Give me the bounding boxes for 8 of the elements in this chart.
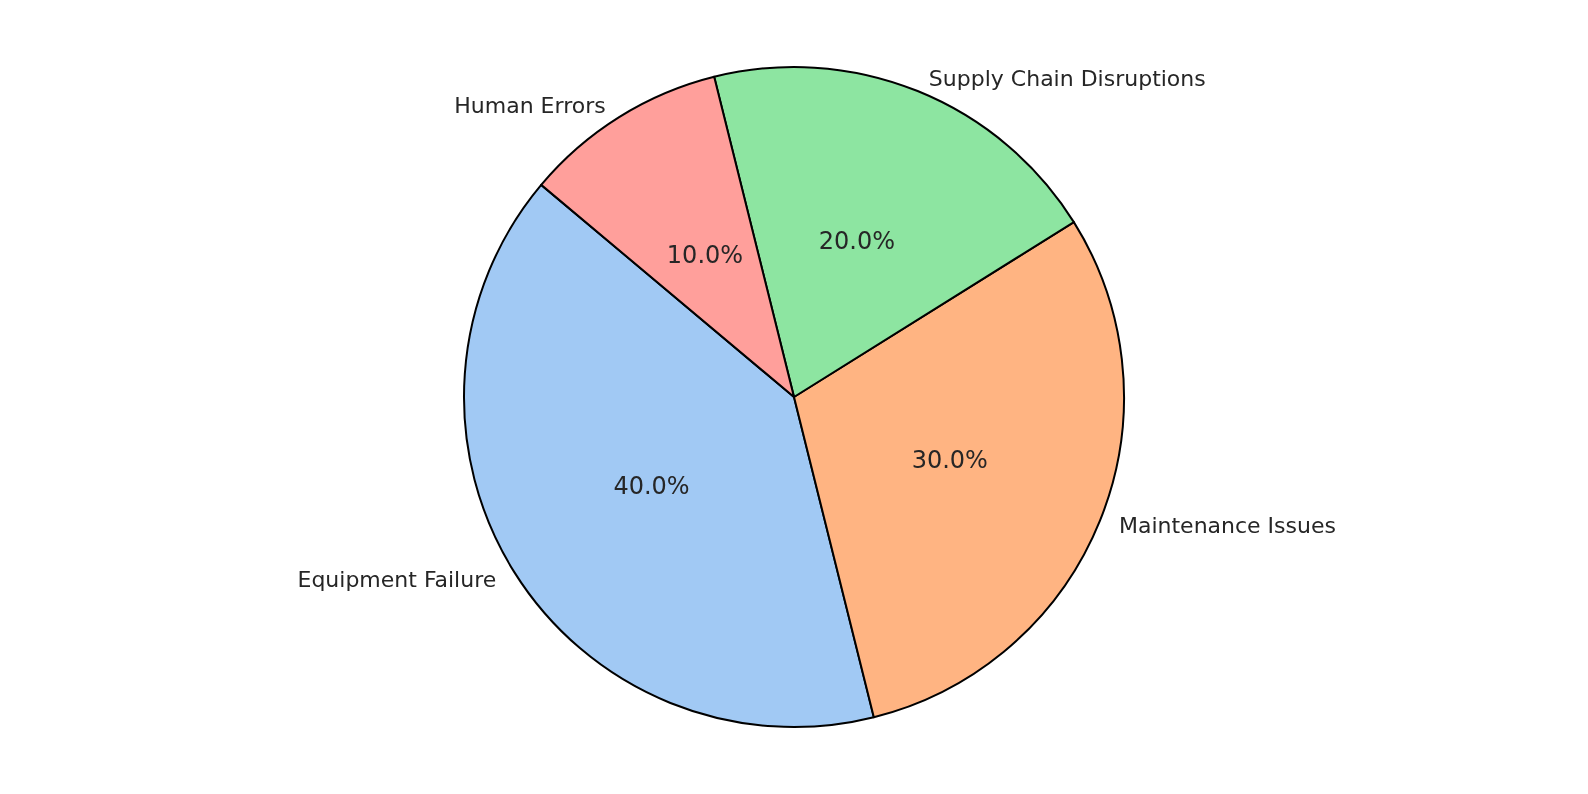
slice-label: Supply Chain Disruptions	[928, 65, 1206, 91]
data-label: 10.0%	[666, 240, 744, 269]
data-label: 30.0%	[911, 445, 988, 474]
slice-label: Human Errors	[454, 92, 606, 118]
data-label: 20.0%	[818, 227, 896, 256]
slice-label: Equipment Failure	[297, 566, 497, 592]
slice-label: Maintenance Issues	[1118, 513, 1336, 539]
data-label: 40.0%	[613, 472, 690, 501]
